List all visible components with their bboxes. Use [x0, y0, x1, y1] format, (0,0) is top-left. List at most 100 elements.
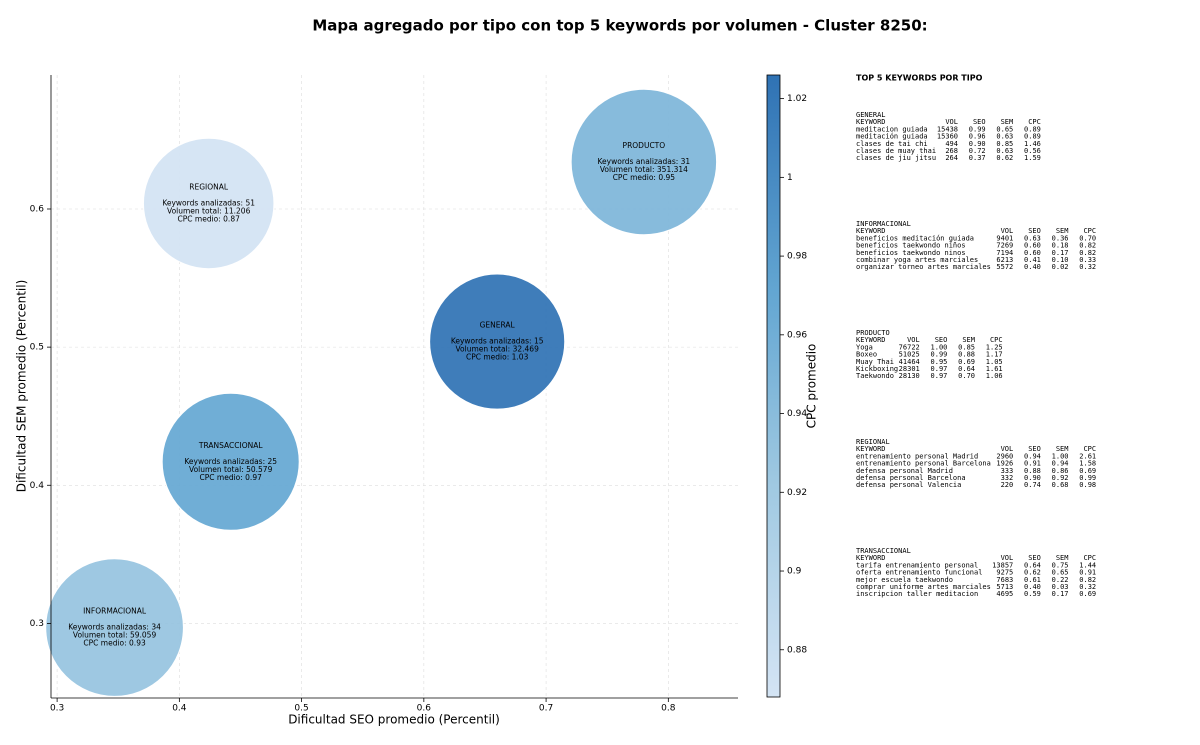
table-cell: 4695: [996, 590, 1013, 598]
column-header: KEYWORD: [856, 336, 886, 344]
table-cell: 0.82: [1079, 242, 1096, 250]
column-header: SEO: [1028, 445, 1041, 453]
table-cell: beneficios taekwondo niños: [856, 242, 966, 250]
table-cell: 1.59: [1024, 154, 1041, 162]
table-cell: 0.70: [958, 372, 975, 380]
y-tick-label: 0.5: [30, 343, 44, 353]
column-header: CPC: [1083, 227, 1096, 235]
column-header: SEM: [1001, 118, 1014, 126]
table-cell: 0.60: [1024, 249, 1041, 257]
table-cell: 0.62: [1024, 569, 1041, 577]
table-cell: 0.95: [931, 358, 948, 366]
bubble-annotation: Volumen total: 351.314: [600, 165, 688, 174]
colorbar-label: CPC promedio: [805, 344, 819, 429]
table-cell: 0.91: [1024, 460, 1041, 468]
x-tick-label: 0.5: [294, 704, 308, 714]
bubble: [161, 392, 300, 531]
bubble-annotation: Keywords analizadas: 34: [68, 623, 161, 632]
table-cell: 0.40: [1024, 583, 1041, 591]
table-cell: 0.18: [1052, 242, 1069, 250]
column-header: SEM: [1056, 445, 1069, 453]
column-header: SEO: [1028, 554, 1041, 562]
column-header: CPC: [1028, 118, 1041, 126]
table-cell: entrenamiento personal Barcelona: [856, 460, 991, 468]
table-cell: tarifa entrenamiento personal: [856, 561, 978, 569]
bubble-annotation: CPC medio: 0.95: [613, 173, 676, 182]
table-cell: 0.17: [1052, 590, 1069, 598]
table-cell: 0.02: [1052, 263, 1069, 271]
table-cell: Muay Thai: [856, 358, 894, 366]
table-cell: 7194: [996, 249, 1013, 257]
column-header: CPC: [1083, 554, 1096, 562]
bubble-annotation: Keywords analizadas: 15: [451, 337, 544, 346]
table-cell: 2.61: [1079, 452, 1096, 460]
table-cell: 1.58: [1079, 460, 1096, 468]
table-cell: defensa personal Madrid: [856, 467, 953, 475]
bubble-name: INFORMACIONAL: [83, 607, 147, 616]
group-name: GENERAL: [856, 111, 886, 119]
table-cell: 332: [1001, 474, 1014, 482]
table-cell: 0.82: [1079, 249, 1096, 257]
table-cell: 220: [1001, 481, 1014, 489]
table-cell: 0.85: [958, 343, 975, 351]
table-cell: 0.89: [1024, 125, 1041, 133]
colorbar: [766, 74, 781, 698]
table-cell: 0.89: [1024, 133, 1041, 141]
table-cell: oferta entrenamiento funcional: [856, 569, 982, 577]
bubble: [142, 137, 275, 270]
group-name: INFORMACIONAL: [856, 220, 911, 228]
table-cell: 333: [1001, 467, 1014, 475]
y-tick-label: 0.3: [30, 619, 44, 629]
table-cell: 0.99: [1079, 474, 1096, 482]
y-tick-label: 0.4: [30, 481, 45, 491]
colorbar-tick-label: 0.9: [787, 567, 802, 577]
table-cell: 9275: [996, 569, 1013, 577]
y-axis-label: Dificultad SEM promedio (Percentil): [15, 280, 29, 493]
table-cell: clases de tai chi: [856, 140, 928, 148]
table-cell: mejor escuela taekwondo: [856, 576, 953, 584]
bubble-annotation: Volumen total: 11.206: [167, 206, 251, 215]
table-cell: 0.86: [1052, 467, 1069, 475]
y-tick-label: 0.6: [30, 204, 45, 214]
column-header: SEO: [1028, 227, 1041, 235]
colorbar-tick-label: 1: [787, 173, 793, 183]
colorbar-tick-label: 0.88: [787, 645, 807, 655]
table-cell: entrenamiento personal Madrid: [856, 452, 978, 460]
table-cell: meditacion guiada: [856, 125, 928, 133]
x-tick-label: 0.7: [539, 704, 553, 714]
table-cell: 0.94: [1024, 452, 1041, 460]
table-cell: clases de muay thai: [856, 147, 936, 155]
table-cell: 0.65: [1052, 569, 1069, 577]
table-cell: 0.92: [1052, 474, 1069, 482]
table-cell: Boxeo: [856, 351, 877, 359]
table-cell: 0.32: [1079, 583, 1096, 591]
bubble: [570, 88, 718, 236]
bubble-name: REGIONAL: [189, 182, 229, 191]
table-cell: 41464: [899, 358, 920, 366]
colorbar-tick-label: 1.02: [787, 94, 807, 104]
table-cell: 0.63: [996, 147, 1013, 155]
bubble-annotation: CPC medio: 0.97: [200, 473, 263, 482]
column-header: VOL: [907, 336, 920, 344]
table-cell: organizar torneo artes marciales: [856, 263, 991, 271]
table-cell: 2960: [996, 452, 1013, 460]
table-cell: 0.99: [931, 351, 948, 359]
table-cell: 15438: [937, 125, 958, 133]
colorbar-tick-label: 0.94: [787, 409, 807, 419]
bubble-annotation: Volumen total: 50.579: [189, 465, 273, 474]
table-cell: 76722: [899, 343, 920, 351]
column-header: VOL: [1001, 445, 1014, 453]
column-header: VOL: [945, 118, 958, 126]
table-cell: 28130: [899, 372, 920, 380]
table-cell: 1.00: [931, 343, 948, 351]
bubble-annotation: Keywords analizadas: 25: [184, 457, 277, 466]
table-cell: 0.69: [1079, 467, 1096, 475]
table-cell: beneficios meditación guiada: [856, 234, 974, 242]
table-cell: 0.74: [1024, 481, 1041, 489]
table-cell: 0.62: [996, 154, 1013, 162]
bubble-name: PRODUCTO: [623, 141, 666, 150]
table-cell: 0.60: [1024, 242, 1041, 250]
table-cell: 0.59: [1024, 590, 1041, 598]
